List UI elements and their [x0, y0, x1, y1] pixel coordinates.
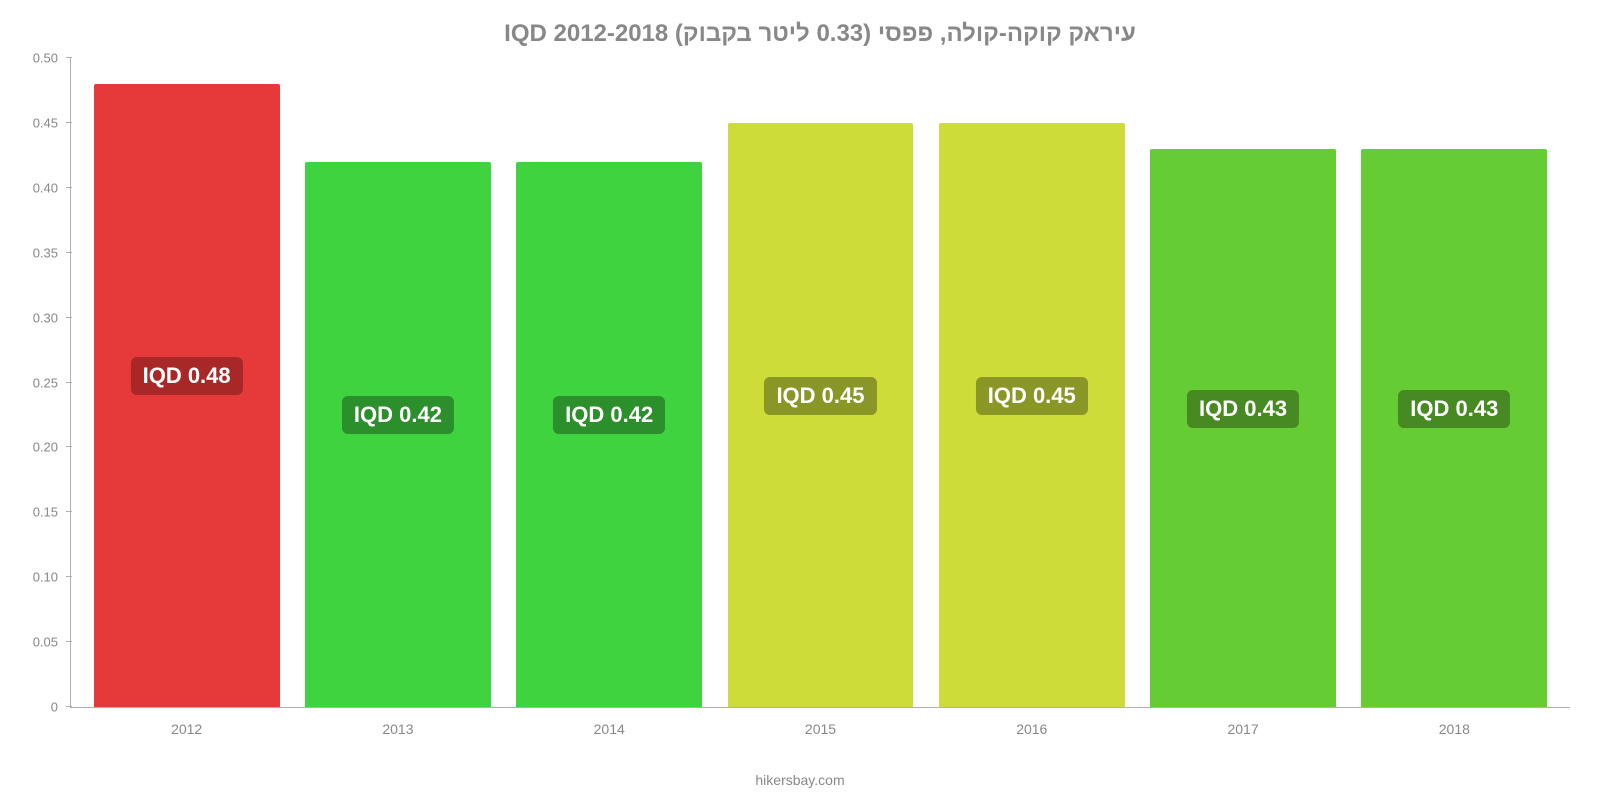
- bar: IQD 0.43: [1150, 149, 1336, 707]
- bar-slot: IQD 0.45: [926, 58, 1137, 707]
- x-tick-label: 2012: [81, 721, 292, 737]
- bar: IQD 0.42: [305, 162, 491, 707]
- x-tick-label: 2017: [1137, 721, 1348, 737]
- bar-slot: IQD 0.42: [292, 58, 503, 707]
- bar: IQD 0.45: [939, 123, 1125, 707]
- y-tick-label: 0: [51, 700, 58, 715]
- y-tick-label: 0.35: [33, 245, 58, 260]
- bar-value-label: IQD 0.43: [1398, 390, 1510, 428]
- x-axis: 2012201320142015201620172018: [71, 721, 1570, 737]
- x-tick-label: 2013: [292, 721, 503, 737]
- bar-value-label: IQD 0.43: [1187, 390, 1299, 428]
- y-tick-label: 0.20: [33, 440, 58, 455]
- x-tick-label: 2016: [926, 721, 1137, 737]
- bar-slot: IQD 0.45: [715, 58, 926, 707]
- y-tick-label: 0.25: [33, 375, 58, 390]
- bar: IQD 0.43: [1361, 149, 1547, 707]
- x-tick-label: 2014: [504, 721, 715, 737]
- chart-container: עיראק קוקה-קולה, פפסי (0.33 ליטר בקבוק) …: [0, 0, 1600, 800]
- bar: IQD 0.48: [94, 84, 280, 707]
- y-axis: 00.050.100.150.200.250.300.350.400.450.5…: [21, 58, 66, 707]
- bar-slot: IQD 0.43: [1137, 58, 1348, 707]
- bars-row: IQD 0.48 IQD 0.42 IQD 0.42 IQD 0.45 IQD 0.45…: [71, 58, 1570, 707]
- attribution: hikersbay.com: [0, 772, 1600, 788]
- bar-value-label: IQD 0.42: [553, 396, 665, 434]
- bar-slot: IQD 0.43: [1349, 58, 1560, 707]
- bar: IQD 0.42: [516, 162, 702, 707]
- bar-value-label: IQD 0.45: [976, 377, 1088, 415]
- bar-slot: IQD 0.48: [81, 58, 292, 707]
- y-tick-label: 0.05: [33, 635, 58, 650]
- y-tick-label: 0.45: [33, 115, 58, 130]
- y-tick-label: 0.40: [33, 180, 58, 195]
- bar-value-label: IQD 0.42: [342, 396, 454, 434]
- x-tick-label: 2018: [1349, 721, 1560, 737]
- y-tick-label: 0.15: [33, 505, 58, 520]
- bar: IQD 0.45: [728, 123, 914, 707]
- bar-slot: IQD 0.42: [504, 58, 715, 707]
- plot-area: 00.050.100.150.200.250.300.350.400.450.5…: [70, 58, 1570, 708]
- y-tick-label: 0.30: [33, 310, 58, 325]
- y-tick-label: 0.50: [33, 51, 58, 66]
- bar-value-label: IQD 0.45: [764, 377, 876, 415]
- y-tick-label: 0.10: [33, 570, 58, 585]
- bar-value-label: IQD 0.48: [131, 357, 243, 395]
- chart-title: עיראק קוקה-קולה, פפסי (0.33 ליטר בקבוק) …: [70, 20, 1570, 48]
- x-tick-label: 2015: [715, 721, 926, 737]
